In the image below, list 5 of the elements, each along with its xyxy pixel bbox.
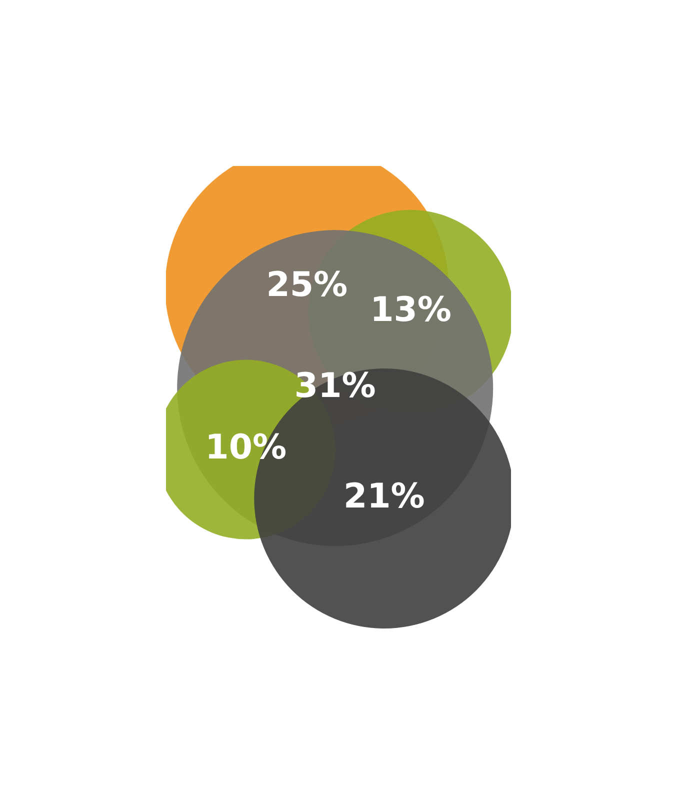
data-label: 21% [343, 476, 425, 516]
data-label: 10% [205, 427, 287, 468]
data-label: 31% [294, 366, 376, 406]
data-label: 25% [266, 265, 348, 306]
data-label: 13% [370, 290, 452, 330]
